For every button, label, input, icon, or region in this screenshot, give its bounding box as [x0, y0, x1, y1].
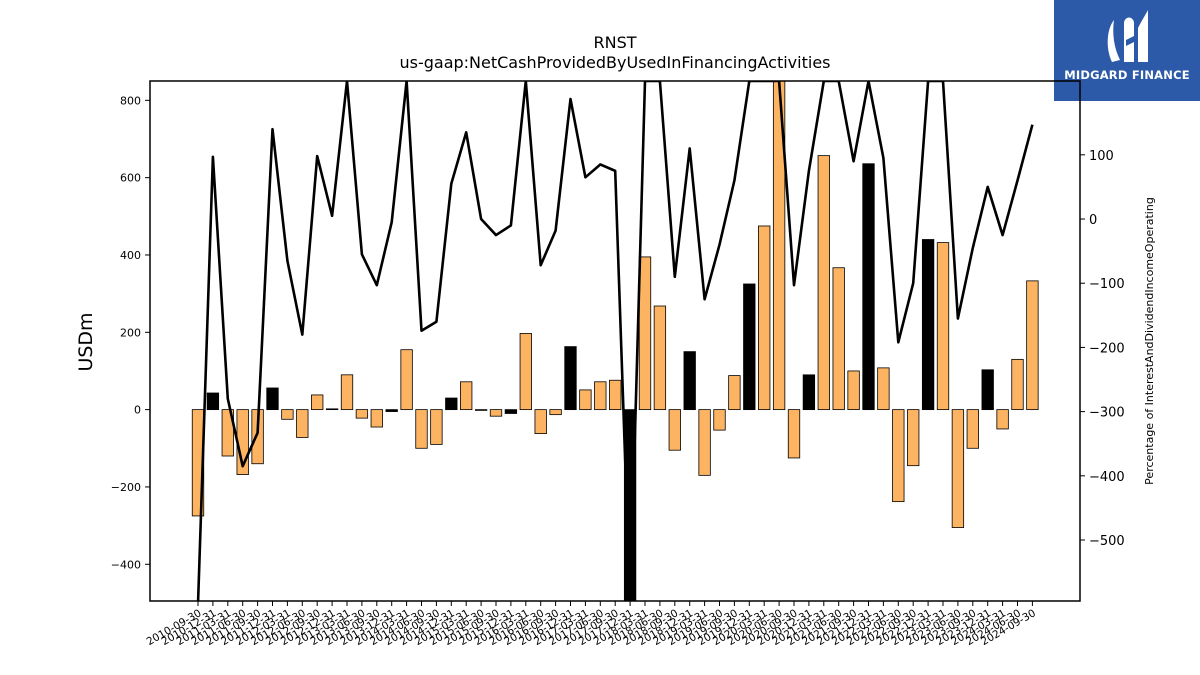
bar-2015-12-31	[504, 409, 518, 414]
bar-2018-03-31	[638, 256, 652, 411]
bar-2020-03-31	[758, 225, 771, 411]
y-tick-label: 400	[120, 249, 141, 262]
bar-2017-03-31	[579, 389, 592, 411]
bar-2015-09-30	[489, 409, 503, 417]
y2-tick-label: 0	[1089, 213, 1097, 228]
y2-tick-label: 100	[1089, 149, 1114, 164]
bar-2018-06-30	[653, 305, 667, 411]
y2-tick-label: −500	[1089, 534, 1125, 549]
bar-2020-09-30	[787, 409, 801, 459]
logo-text: MIDGARD FINANCE	[1064, 68, 1190, 82]
line-series	[196, 81, 1034, 601]
bar-2012-12-31	[325, 408, 339, 411]
bar-2014-03-31	[400, 349, 413, 411]
bar-2022-12-31	[921, 239, 935, 411]
bar-2013-09-30	[370, 409, 383, 428]
y2-axis-label: Percentage of InterestAndDividendIncomeO…	[1143, 197, 1156, 485]
y2-tick-label: −300	[1089, 406, 1125, 421]
bar-2023-12-31	[981, 369, 994, 411]
y-axis-ticks: −400 −200 0 200 400 600 800	[111, 94, 150, 571]
bar-2019-03-31	[698, 409, 711, 476]
y-axis-label: USDm	[75, 312, 97, 371]
y-tick-label: 800	[120, 94, 141, 107]
bar-2019-06-30	[713, 409, 726, 431]
bar-2021-06-30	[832, 267, 845, 411]
bar-2023-09-30	[966, 409, 979, 449]
bar-2018-12-31	[683, 351, 696, 411]
bar-2011-12-31	[266, 387, 279, 411]
y2-tick-label: −200	[1089, 341, 1125, 356]
y2-tick-label: −400	[1089, 470, 1125, 485]
bar-2021-03-31	[817, 155, 830, 411]
bar-2016-06-30	[534, 409, 547, 434]
bar-2022-03-31	[877, 367, 890, 411]
bar-2022-09-30	[907, 409, 920, 467]
bar-2012-03-31	[281, 409, 294, 420]
y-tick-label: 200	[120, 326, 141, 339]
bar-2011-03-31	[221, 409, 234, 457]
bar-2023-03-31	[936, 242, 950, 411]
logo-mark-icon	[1107, 10, 1148, 62]
bar-2023-06-30	[951, 409, 965, 528]
bar-2022-06-30	[892, 409, 905, 503]
bar-2013-06-30	[355, 409, 369, 419]
bar-2013-03-31	[340, 374, 354, 411]
chart-subtitle: us-gaap:NetCashProvidedByUsedInFinancing…	[399, 53, 830, 72]
bar-2019-09-30	[728, 375, 741, 411]
bar-2012-09-30	[311, 394, 324, 411]
x-axis-ticks: 2010-09-302010-12-312011-03-312011-06-30…	[145, 601, 1038, 648]
bar-2024-03-31	[996, 409, 1009, 430]
bar-2014-12-31	[445, 397, 458, 411]
bar-2024-09-30	[1026, 280, 1039, 411]
bar-2012-06-30	[296, 409, 309, 438]
y-tick-label: −200	[111, 481, 141, 494]
bar-2016-12-31	[564, 346, 577, 411]
y2-axis-ticks: −500 −400 −300 −200 −100 0 100	[1080, 149, 1125, 549]
bar-2020-12-31	[802, 374, 816, 411]
bar-2019-12-31	[743, 283, 756, 411]
chart-title: RNST	[593, 33, 636, 52]
bar-2015-03-31	[460, 381, 473, 411]
brand-logo: MIDGARD FINANCE	[1054, 0, 1200, 101]
bar-2021-12-31	[862, 163, 875, 411]
y-tick-label: 600	[120, 172, 141, 185]
line-path	[196, 81, 1034, 601]
bar-2014-06-30	[415, 409, 428, 449]
y2-tick-label: −100	[1089, 277, 1125, 292]
y-tick-label: −400	[111, 558, 141, 571]
bar-2024-06-30	[1011, 358, 1024, 411]
y-tick-label: 0	[134, 404, 141, 417]
bar-series	[191, 80, 1039, 602]
bar-2017-06-30	[594, 381, 607, 411]
bar-2010-12-31	[206, 392, 220, 411]
bar-2013-12-31	[385, 409, 398, 412]
bar-2016-03-31	[519, 333, 532, 411]
bar-2021-09-30	[847, 370, 860, 411]
bar-2015-06-30	[474, 409, 488, 411]
bar-2018-09-30	[668, 409, 681, 451]
bar-2016-09-30	[549, 409, 562, 416]
bar-2017-09-30	[609, 379, 622, 411]
bar-2014-09-30	[430, 409, 443, 445]
